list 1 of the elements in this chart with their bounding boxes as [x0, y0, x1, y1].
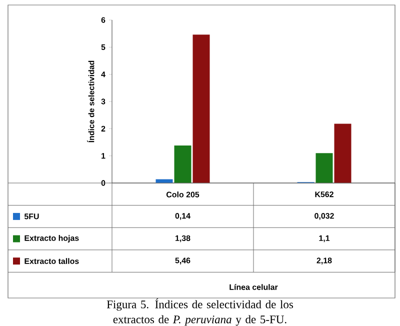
text: Figura 5. Índices de selectividad de los extractos de P. peruviana y de 5-FU.	[106, 298, 294, 326]
